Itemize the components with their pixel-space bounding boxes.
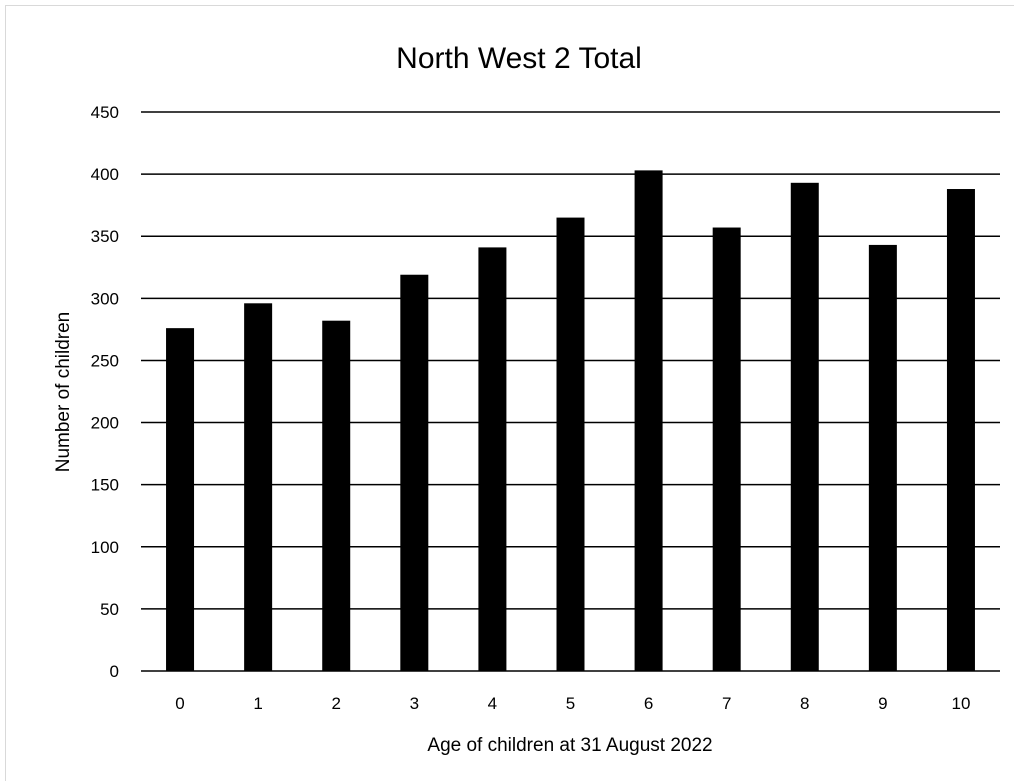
y-tick-label: 450 (91, 103, 119, 122)
bar-age-2 (322, 320, 351, 671)
chart-frame (5, 5, 1014, 781)
x-tick-label: 5 (566, 694, 575, 713)
bar-age-7 (712, 227, 741, 671)
bar-age-1 (244, 303, 273, 671)
x-tick-label: 6 (644, 694, 653, 713)
y-tick-label: 200 (91, 414, 119, 433)
y-tick-label: 300 (91, 289, 119, 308)
bar-age-5 (556, 217, 585, 672)
x-tick-label: 8 (800, 694, 809, 713)
x-tick-label: 4 (488, 694, 497, 713)
bar-age-8 (790, 182, 819, 671)
bar-age-10 (946, 189, 975, 672)
bar-age-3 (400, 274, 429, 671)
bar-age-6 (634, 170, 663, 671)
y-tick-label: 150 (91, 476, 119, 495)
y-tick-label: 0 (110, 662, 119, 681)
x-tick-label: 7 (722, 694, 731, 713)
bars (166, 170, 975, 672)
y-tick-label: 400 (91, 165, 119, 184)
y-tick-label: 100 (91, 538, 119, 557)
bar-age-4 (478, 247, 507, 671)
y-axis-label: Number of children (53, 312, 74, 473)
bar-age-0 (166, 328, 195, 671)
x-tick-label: 2 (331, 694, 340, 713)
x-axis-label: Age of children at 31 August 2022 (427, 735, 712, 756)
chart-title: North West 2 Total (396, 42, 642, 75)
x-axis-ticks: 0 1 2 3 4 5 6 7 8 9 10 (175, 694, 970, 713)
x-tick-label: 1 (253, 694, 262, 713)
y-tick-label: 250 (91, 351, 119, 370)
x-tick-label: 0 (175, 694, 184, 713)
x-tick-label: 3 (410, 694, 419, 713)
y-tick-label: 50 (100, 600, 119, 619)
y-axis-ticks: 0 50 100 150 200 250 300 350 400 450 (91, 103, 119, 681)
x-tick-label: 9 (878, 694, 887, 713)
bar-age-9 (868, 244, 897, 671)
y-tick-label: 350 (91, 227, 119, 246)
x-tick-label: 10 (951, 694, 970, 713)
